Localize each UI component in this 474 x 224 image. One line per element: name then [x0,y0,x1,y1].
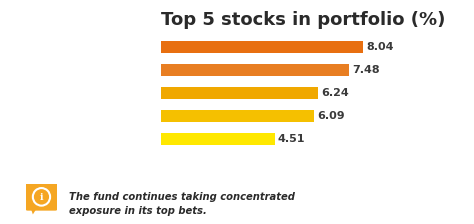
Text: 8.04: 8.04 [366,42,394,52]
Bar [161,87,318,99]
Bar [161,133,274,144]
Text: 4.51: 4.51 [278,134,305,144]
Polygon shape [31,208,37,214]
Bar [161,110,314,122]
Text: 7.48: 7.48 [352,65,380,75]
Text: 6.24: 6.24 [321,88,349,98]
Text: 6.09: 6.09 [318,111,345,121]
FancyBboxPatch shape [25,183,58,211]
Text: Top 5 stocks in portfolio (%): Top 5 stocks in portfolio (%) [161,11,446,29]
Text: The fund continues taking concentrated
exposure in its top bets.: The fund continues taking concentrated e… [69,192,295,216]
Bar [161,64,349,76]
Text: i: i [40,193,43,202]
Bar [161,41,364,53]
